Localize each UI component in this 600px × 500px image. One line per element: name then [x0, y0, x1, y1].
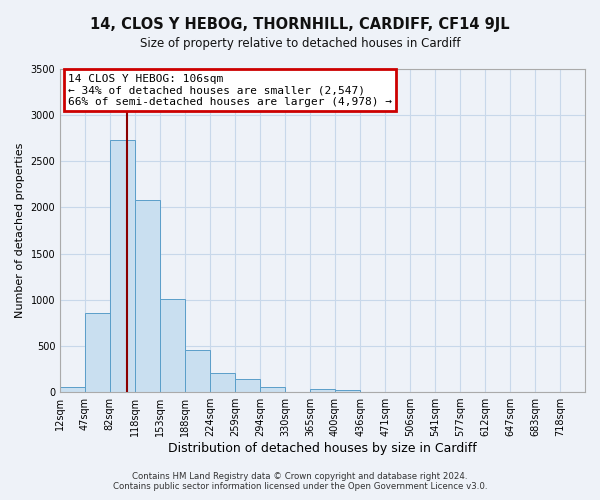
Text: Contains HM Land Registry data © Crown copyright and database right 2024.: Contains HM Land Registry data © Crown c… — [132, 472, 468, 481]
Bar — [235, 378, 260, 392]
Text: 14, CLOS Y HEBOG, THORNHILL, CARDIFF, CF14 9JL: 14, CLOS Y HEBOG, THORNHILL, CARDIFF, CF… — [90, 18, 510, 32]
Bar — [335, 390, 360, 392]
Bar — [310, 389, 335, 392]
X-axis label: Distribution of detached houses by size in Cardiff: Distribution of detached houses by size … — [168, 442, 477, 455]
Text: Contains public sector information licensed under the Open Government Licence v3: Contains public sector information licen… — [113, 482, 487, 491]
Bar — [85, 313, 110, 392]
Bar — [110, 140, 134, 392]
Bar — [185, 350, 209, 392]
Y-axis label: Number of detached properties: Number of detached properties — [15, 143, 25, 318]
Bar — [160, 299, 185, 392]
Bar — [60, 387, 85, 392]
Text: Size of property relative to detached houses in Cardiff: Size of property relative to detached ho… — [140, 38, 460, 51]
Bar — [260, 387, 284, 392]
Bar — [211, 373, 235, 392]
Bar — [135, 200, 160, 392]
Text: 14 CLOS Y HEBOG: 106sqm
← 34% of detached houses are smaller (2,547)
66% of semi: 14 CLOS Y HEBOG: 106sqm ← 34% of detache… — [68, 74, 392, 107]
